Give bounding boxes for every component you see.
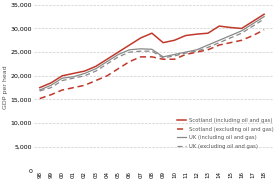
Y-axis label: GDP per head: GDP per head xyxy=(3,66,8,110)
Legend: Scotland (including oil and gas), Scotland (excluding oil and gas), UK (includin: Scotland (including oil and gas), Scotla… xyxy=(175,116,275,151)
